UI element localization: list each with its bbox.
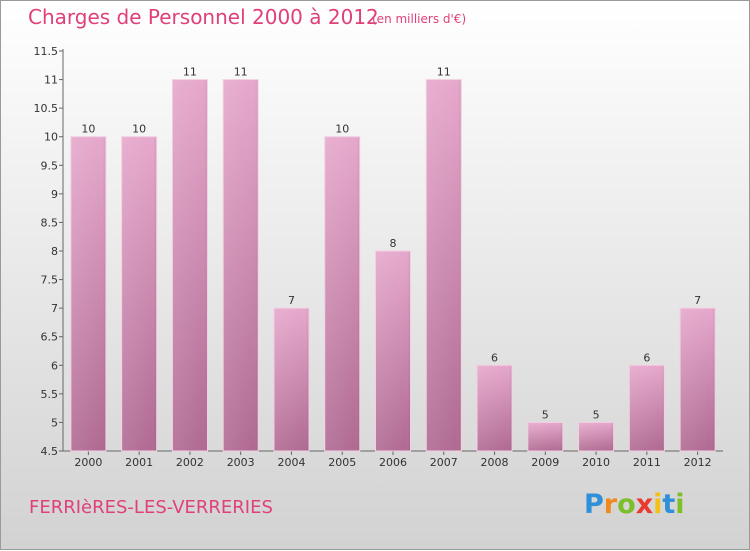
labels: 10 2000 10 2001 11 2002 11 2003 7 2004 10 2005 8 2006… xyxy=(74,66,711,469)
y-tick-label: 7 xyxy=(51,302,58,315)
logo-letter: i xyxy=(675,489,685,520)
x-tick-label: 2003 xyxy=(227,456,255,469)
y-tick-label: 10.5 xyxy=(34,102,59,115)
y-tick-label: 5 xyxy=(51,416,58,429)
bar-highlight xyxy=(222,79,259,452)
x-tick-label: 2006 xyxy=(379,456,407,469)
data-label: 10 xyxy=(81,123,95,136)
x-tick-label: 2011 xyxy=(633,456,661,469)
data-label: 6 xyxy=(643,351,650,364)
data-label: 5 xyxy=(593,408,600,421)
x-tick-label: 2009 xyxy=(531,456,559,469)
data-label: 11 xyxy=(437,66,451,79)
data-label: 8 xyxy=(390,237,397,250)
x-tick-label: 2000 xyxy=(74,456,102,469)
bar-highlight xyxy=(425,79,462,452)
data-label: 6 xyxy=(491,351,498,364)
bars xyxy=(70,79,716,452)
bar-highlight xyxy=(324,136,361,452)
chart-title: Charges de Personnel 2000 à 2012 xyxy=(28,5,379,29)
x-tick-label: 2004 xyxy=(277,456,305,469)
y-tick-label: 7.5 xyxy=(41,274,59,287)
y-tick-label: 9 xyxy=(51,188,58,201)
bar-highlight xyxy=(171,79,208,452)
logo-letter: t xyxy=(662,489,676,520)
bar-highlight xyxy=(578,421,615,452)
x-tick-label: 2010 xyxy=(582,456,610,469)
bar-highlight xyxy=(628,364,665,452)
logo-letter: o xyxy=(617,489,636,520)
bar-highlight xyxy=(679,307,716,452)
bar-highlight xyxy=(527,421,564,452)
bar-highlight xyxy=(121,136,158,452)
x-tick-label: 2002 xyxy=(176,456,204,469)
bar-highlight xyxy=(476,364,513,452)
x-tick-label: 2001 xyxy=(125,456,153,469)
data-label: 10 xyxy=(335,123,349,136)
x-tick-label: 2007 xyxy=(430,456,458,469)
y-tick-label: 6 xyxy=(51,359,58,372)
logo-letter: r xyxy=(603,489,618,520)
y-tick-label: 4.5 xyxy=(41,445,59,458)
bar-highlight xyxy=(70,136,107,452)
proxiti-logo: Proxiti xyxy=(584,489,685,520)
x-tick-label: 2008 xyxy=(481,456,509,469)
bar-highlight xyxy=(375,250,411,452)
data-label: 11 xyxy=(183,66,197,79)
logo-letter: P xyxy=(584,489,604,520)
x-tick-label: 2005 xyxy=(328,456,356,469)
y-tick-label: 11 xyxy=(44,74,58,87)
commune-name: FERRIèRES-LES-VERRERIES xyxy=(29,497,273,518)
y-tick-label: 8 xyxy=(51,245,58,258)
data-label: 7 xyxy=(694,294,701,307)
y-tick-label: 8.5 xyxy=(41,216,59,229)
y-tick-label: 11.5 xyxy=(34,45,59,58)
chart-subtitle: (en milliers d'€) xyxy=(372,12,467,26)
y-tick-label: 10 xyxy=(44,131,58,144)
logo-letter: i xyxy=(653,489,663,520)
data-label: 10 xyxy=(132,123,146,136)
logo-letter: x xyxy=(635,489,654,520)
y-tick-label: 6.5 xyxy=(41,331,59,344)
data-label: 5 xyxy=(542,408,549,421)
data-label: 11 xyxy=(234,66,248,79)
y-tick-label: 9.5 xyxy=(41,159,59,172)
bar-highlight xyxy=(273,307,310,452)
y-tick-label: 5.5 xyxy=(41,388,59,401)
data-label: 7 xyxy=(288,294,295,307)
x-tick-label: 2012 xyxy=(684,456,712,469)
